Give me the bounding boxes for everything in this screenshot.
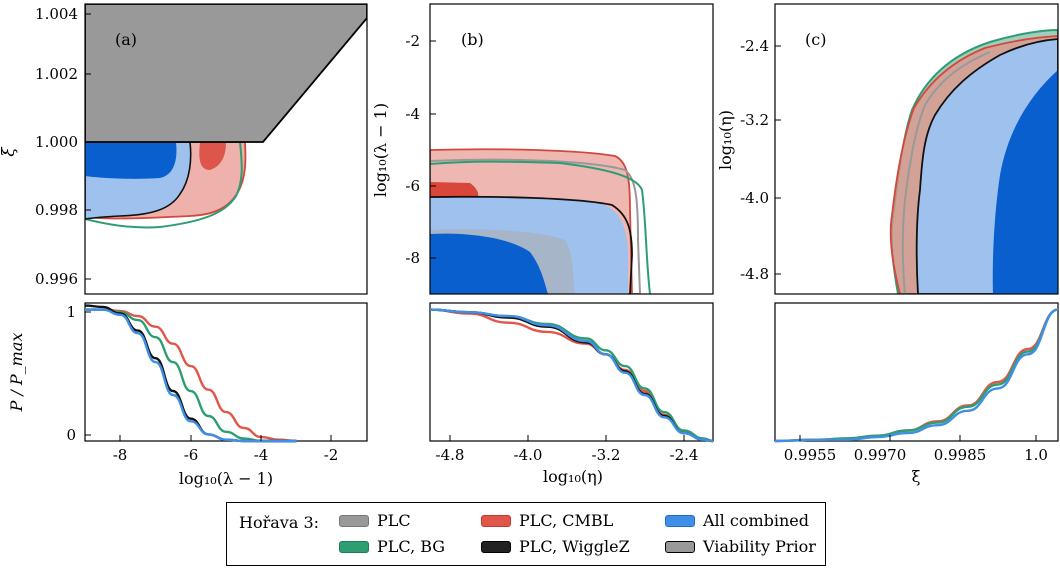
y-tick-label: 1: [66, 303, 76, 321]
x-tick-label: -6: [184, 446, 199, 464]
legend-label: PLC, WiggleZ: [519, 537, 630, 556]
figure: (a) 0.996 0.998 1.000 1.002 1.004 ξ: [0, 3, 1059, 488]
legend-label: All combined: [703, 511, 810, 530]
marginal-curve-plc-cmbl: [774, 308, 1059, 443]
x-tick-label: 0.9985: [934, 446, 987, 464]
legend-swatch: [481, 540, 511, 553]
panel-a-frame: [84, 3, 368, 295]
x-tick-label: 0.9955: [784, 446, 837, 464]
y-tick-label: -8: [405, 249, 420, 267]
panel-b-label: (b): [461, 30, 484, 49]
plc-contour-2sigma: [430, 158, 642, 294]
panel-d-lines: [84, 304, 297, 443]
combined-contour-1sigma: [430, 233, 548, 294]
panel-d-yticks: 1 0: [66, 303, 91, 444]
x-tick-label: -4: [254, 446, 269, 464]
panel-d-ylabel: P / P_max: [7, 333, 26, 413]
x-tick-label: 0.9970: [854, 446, 907, 464]
panel-e-xticks: -4.8 -4.0 -3.2 -2.4: [436, 435, 699, 464]
wigglez-contour-2sigma: [430, 195, 633, 294]
panel-d: -8 -6 -4 -2 1 0 log₁₀(λ − 1) P / P_max: [7, 302, 368, 488]
legend-item-plc-cmbl: PLC, CMBL: [481, 511, 613, 530]
legend-label: PLC: [377, 511, 411, 530]
panel-c-yticks: -2.4 -3.2 -4.0 -4.8: [740, 37, 781, 283]
legend-label: Viability Prior: [703, 537, 816, 556]
panel-f-xlabel: ξ: [912, 467, 921, 486]
combined-contour-1sigma: [992, 70, 1058, 294]
y-tick-label: 1.000: [35, 133, 78, 151]
panel-f-xticks: 0.9955 0.9970 0.9985 1.0: [784, 435, 1048, 464]
panel-e-lines: [429, 308, 714, 443]
y-tick-label: 1.004: [35, 5, 78, 23]
panel-d-xlabel: log₁₀(λ − 1): [179, 469, 273, 488]
legend-item-plc-bg: PLC, BG: [339, 537, 445, 556]
panel-c-label: (c): [805, 30, 826, 49]
legend-label: PLC, BG: [377, 537, 446, 556]
y-tick-label: -2.4: [740, 37, 769, 55]
panel-d-xticks: -8 -6 -4 -2: [113, 435, 339, 464]
panel-e: -4.8 -4.0 -3.2 -2.4 log₁₀(η): [429, 302, 714, 486]
panel-c-ylabel: log₁₀(η): [716, 110, 735, 170]
panel-b-ylabel: log₁₀(λ − 1): [371, 103, 390, 197]
x-tick-label: -4.0: [514, 446, 543, 464]
panel-d-frame: [84, 302, 368, 442]
y-tick-label: 0: [66, 426, 76, 444]
marginal-curve-plc-bg: [774, 308, 1059, 443]
panel-a-label: (a): [115, 30, 137, 49]
x-tick-label: -3.2: [592, 446, 621, 464]
cmbl-contour-1sigma: [199, 142, 226, 170]
x-tick-label: -8: [113, 446, 128, 464]
panel-b: (b) -2 -4 -6 -8 log₁₀(λ − 1): [371, 3, 714, 295]
y-tick-label: -4.0: [740, 189, 769, 207]
panel-f-frame: [774, 302, 1059, 442]
legend-swatch: [339, 514, 369, 527]
x-tick-label: -4.8: [436, 446, 465, 464]
panel-e-frame: [429, 302, 714, 442]
panel-f-lines: [774, 308, 1059, 443]
legend-item-plc: PLC: [339, 511, 411, 530]
panel-f: 0.9955 0.9970 0.9985 1.0 ξ: [774, 302, 1059, 486]
y-tick-label: 0.996: [35, 270, 78, 288]
marginal-curve-all-combined: [774, 308, 1059, 443]
panel-b-frame: [429, 3, 714, 295]
legend-swatch: [481, 514, 511, 527]
y-tick-label: 0.998: [35, 201, 78, 219]
panel-c-frame: [774, 3, 1059, 295]
x-tick-label: 1.0: [1024, 446, 1048, 464]
x-tick-label: -2.4: [670, 446, 699, 464]
marginal-curve-all-combined: [429, 308, 714, 443]
legend-title: Hořava 3:: [239, 513, 320, 532]
panel-a-ylabel: ξ: [0, 146, 19, 157]
combined-contour-1sigma: [85, 142, 177, 179]
bg-contour-2sigma: [430, 160, 651, 294]
legend-swatch: [665, 540, 695, 553]
panel-b-yticks: -2 -4 -6 -8: [405, 32, 436, 267]
legend-item-viability-prior: Viability Prior: [665, 537, 816, 556]
marginal-curve-all-combined: [84, 308, 297, 443]
y-tick-label: -4: [405, 105, 420, 123]
bg-contour-2sigma: [85, 141, 243, 229]
y-tick-label: -6: [405, 177, 420, 195]
viability-prior-region: [85, 4, 367, 143]
legend: Hořava 3: PLC PLC, BG PLC, CMBL PLC, Wig…: [226, 502, 826, 566]
legend-swatch: [339, 540, 369, 553]
x-tick-label: -2: [324, 446, 339, 464]
legend-item-plc-wigglez: PLC, WiggleZ: [481, 537, 630, 556]
legend-label: PLC, CMBL: [519, 511, 614, 530]
y-tick-label: -2: [405, 32, 420, 50]
y-tick-label: -3.2: [740, 111, 769, 129]
y-tick-label: 1.002: [35, 65, 78, 83]
panel-a: (a) 0.996 0.998 1.000 1.002 1.004 ξ: [0, 3, 368, 295]
y-tick-label: -4.8: [740, 265, 769, 283]
panel-e-xlabel: log₁₀(η): [543, 467, 603, 486]
panel-a-yticks: 0.996 0.998 1.000 1.002 1.004: [35, 5, 91, 288]
legend-swatch: [665, 514, 695, 527]
panel-c: (c) -2.4 -3.2 -4.0 -4.8 log₁₀(η): [716, 3, 1059, 295]
legend-item-all-combined: All combined: [665, 511, 809, 530]
plc-contour-2sigma: [901, 51, 991, 294]
